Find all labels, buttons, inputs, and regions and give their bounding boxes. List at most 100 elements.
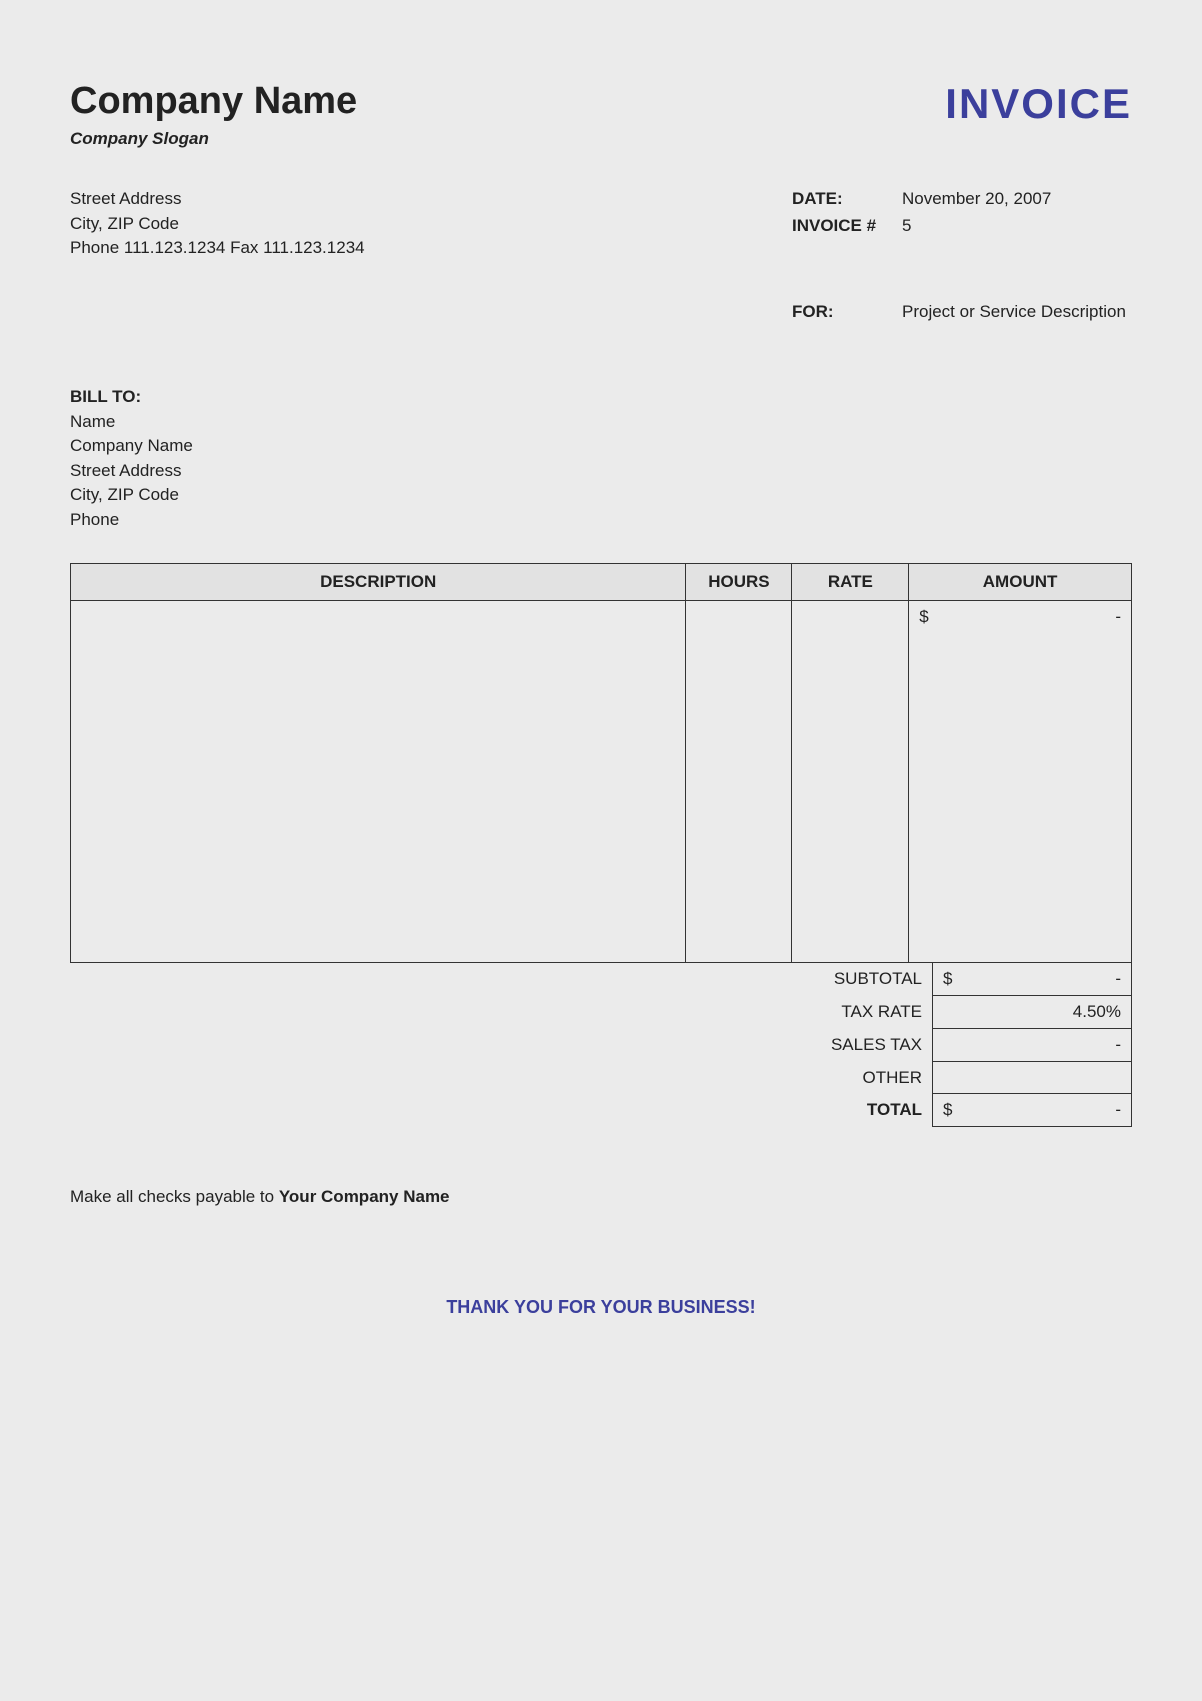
- table-cell: [686, 783, 792, 813]
- invoice-number-value: 5: [902, 214, 1132, 239]
- totals-amount: -: [1115, 1035, 1121, 1055]
- table-cell: [71, 633, 686, 663]
- table-cell: [909, 633, 1132, 663]
- totals-currency: $: [943, 1100, 952, 1120]
- table-cell: [909, 843, 1132, 873]
- table-row: $-: [71, 600, 1132, 633]
- for-value: Project or Service Description: [902, 300, 1132, 325]
- table-cell: [71, 723, 686, 753]
- totals-label: OTHER: [822, 1062, 932, 1094]
- company-name: Company Name: [70, 80, 357, 123]
- checks-prefix: Make all checks payable to: [70, 1187, 274, 1206]
- table-cell: [686, 903, 792, 933]
- table-cell: [792, 600, 909, 633]
- table-row: [71, 693, 1132, 723]
- table-row: [71, 933, 1132, 963]
- table-cell: [909, 753, 1132, 783]
- company-slogan: Company Slogan: [70, 129, 357, 149]
- table-cell: [909, 663, 1132, 693]
- table-row: [71, 813, 1132, 843]
- totals-label: TOTAL: [822, 1094, 932, 1127]
- table-row: [71, 633, 1132, 663]
- bill-to-label: BILL TO:: [70, 385, 1132, 410]
- table-cell: [686, 933, 792, 963]
- table-cell: [909, 873, 1132, 903]
- table-cell: [71, 903, 686, 933]
- table-cell: [909, 693, 1132, 723]
- table-cell: [686, 753, 792, 783]
- bill-to-street: Street Address: [70, 459, 1132, 484]
- col-rate: RATE: [792, 563, 909, 600]
- table-cell: [71, 693, 686, 723]
- bill-to-block: BILL TO: Name Company Name Street Addres…: [70, 385, 1132, 533]
- table-row: [71, 753, 1132, 783]
- table-cell: $-: [909, 600, 1132, 633]
- invoice-title: INVOICE: [945, 80, 1132, 128]
- table-cell: [792, 633, 909, 663]
- table-cell: [909, 813, 1132, 843]
- company-city-zip: City, ZIP Code: [70, 212, 365, 237]
- totals-value: 4.50%: [932, 996, 1132, 1029]
- table-header-row: DESCRIPTION HOURS RATE AMOUNT: [71, 563, 1132, 600]
- table-cell: [792, 663, 909, 693]
- totals-amount: 4.50%: [1073, 1002, 1121, 1022]
- totals-value: [932, 1062, 1132, 1094]
- line-items-table: DESCRIPTION HOURS RATE AMOUNT $-: [70, 563, 1132, 964]
- table-cell: [71, 663, 686, 693]
- table-cell: [909, 933, 1132, 963]
- invoice-number-label: INVOICE #: [792, 214, 902, 239]
- table-cell: [686, 813, 792, 843]
- table-row: [71, 783, 1132, 813]
- company-street: Street Address: [70, 187, 365, 212]
- totals-currency: $: [943, 969, 952, 989]
- thank-you: THANK YOU FOR YOUR BUSINESS!: [70, 1297, 1132, 1318]
- table-cell: [71, 873, 686, 903]
- table-cell: [686, 663, 792, 693]
- table-cell: [686, 873, 792, 903]
- amount-currency: $: [919, 607, 928, 627]
- date-label: DATE:: [792, 187, 902, 212]
- table-cell: [71, 783, 686, 813]
- table-cell: [71, 843, 686, 873]
- bill-to-company: Company Name: [70, 434, 1132, 459]
- totals-label: SUBTOTAL: [822, 963, 932, 996]
- company-phone-fax: Phone 111.123.1234 Fax 111.123.1234: [70, 236, 365, 261]
- date-value: November 20, 2007: [902, 187, 1132, 212]
- table-cell: [792, 813, 909, 843]
- table-cell: [792, 843, 909, 873]
- table-cell: [792, 873, 909, 903]
- table-row: [71, 723, 1132, 753]
- totals-value: $-: [932, 963, 1132, 996]
- header: Company Name Company Slogan INVOICE: [70, 80, 1132, 169]
- address-meta-row: Street Address City, ZIP Code Phone 111.…: [70, 187, 1132, 325]
- table-row: [71, 663, 1132, 693]
- table-row: [71, 873, 1132, 903]
- col-description: DESCRIPTION: [71, 563, 686, 600]
- company-address: Street Address City, ZIP Code Phone 111.…: [70, 187, 365, 325]
- table-cell: [71, 600, 686, 633]
- table-cell: [686, 843, 792, 873]
- checks-payee: Your Company Name: [279, 1187, 450, 1206]
- table-cell: [71, 813, 686, 843]
- totals-value: -: [932, 1029, 1132, 1062]
- totals-label: SALES TAX: [822, 1029, 932, 1062]
- bill-to-name: Name: [70, 410, 1132, 435]
- table-cell: [686, 693, 792, 723]
- table-cell: [792, 693, 909, 723]
- totals-label: TAX RATE: [822, 996, 932, 1029]
- table-cell: [686, 723, 792, 753]
- checks-line: Make all checks payable to Your Company …: [70, 1187, 1132, 1207]
- table-cell: [71, 933, 686, 963]
- table-cell: [792, 753, 909, 783]
- for-label: FOR:: [792, 300, 902, 325]
- bill-to-city-zip: City, ZIP Code: [70, 483, 1132, 508]
- table-cell: [909, 723, 1132, 753]
- totals-value: $-: [932, 1094, 1132, 1127]
- col-amount: AMOUNT: [909, 563, 1132, 600]
- table-cell: [792, 903, 909, 933]
- totals-amount: -: [1115, 1100, 1121, 1120]
- totals-amount: -: [1115, 969, 1121, 989]
- table-cell: [686, 600, 792, 633]
- col-hours: HOURS: [686, 563, 792, 600]
- table-cell: [909, 783, 1132, 813]
